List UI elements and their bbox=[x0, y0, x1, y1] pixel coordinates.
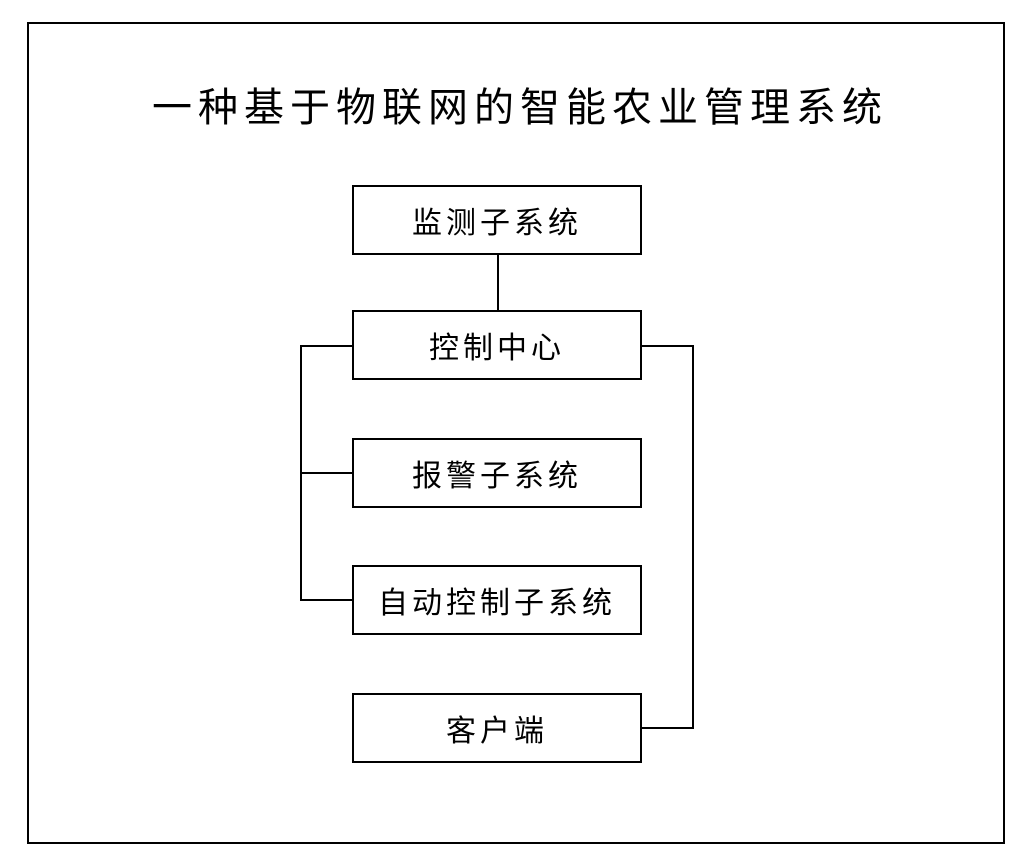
diagram-title: 一种基于物联网的智能农业管理系统 bbox=[50, 75, 990, 133]
connector-7 bbox=[642, 727, 694, 729]
node-auto-control: 自动控制子系统 bbox=[352, 565, 642, 635]
node-monitor: 监测子系统 bbox=[352, 185, 642, 255]
node-client: 客户端 bbox=[352, 693, 642, 763]
connector-5 bbox=[692, 345, 694, 728]
connector-2 bbox=[300, 345, 352, 347]
connector-6 bbox=[642, 345, 694, 347]
node-control-center: 控制中心 bbox=[352, 310, 642, 380]
connector-0 bbox=[497, 255, 499, 310]
connector-3 bbox=[300, 472, 352, 474]
node-alarm: 报警子系统 bbox=[352, 438, 642, 508]
connector-4 bbox=[300, 599, 352, 601]
